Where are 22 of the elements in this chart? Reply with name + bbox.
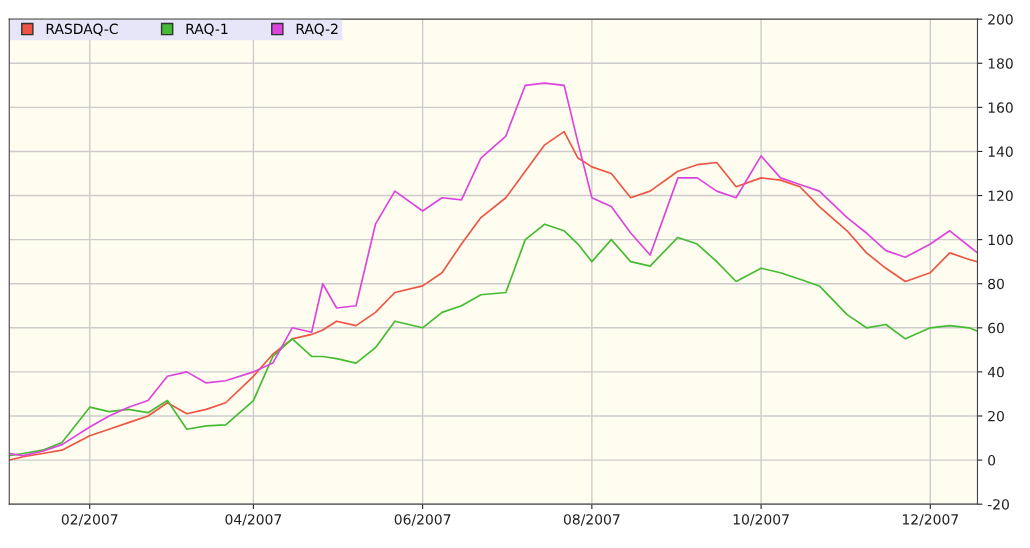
legend-label: RAQ-1 <box>186 23 228 36</box>
x-tick-label: 04/2007 <box>225 514 282 526</box>
line-series <box>9 223 978 457</box>
y-tick-label: 40 <box>987 366 1004 378</box>
x-tick-label: 10/2007 <box>733 514 789 526</box>
y-tick-label: 180 <box>988 58 1013 69</box>
y-tick-label: 20 <box>988 410 1004 422</box>
x-tick-label: 06/2007 <box>394 514 451 526</box>
y-tick-label: 60 <box>988 322 1004 334</box>
x-tick-label: 08/2007 <box>563 514 620 526</box>
y-tick-label: 0 <box>988 455 996 466</box>
x-tick-label: 12/2007 <box>902 514 958 526</box>
x-tick-label: 02/2007 <box>61 514 118 526</box>
y-tick-label: 100 <box>988 234 1013 246</box>
y-tick-label: 160 <box>988 102 1013 113</box>
legend-label: RASDAQ-C <box>46 23 118 36</box>
y-tick-label: 200 <box>988 14 1013 25</box>
y-tick-label: -20 <box>987 499 1009 510</box>
y-tick-label: 120 <box>988 190 1013 202</box>
legend-label: RAQ-2 <box>296 23 338 36</box>
y-tick-label: 140 <box>988 146 1013 157</box>
y-tick-label: 80 <box>988 278 1004 290</box>
